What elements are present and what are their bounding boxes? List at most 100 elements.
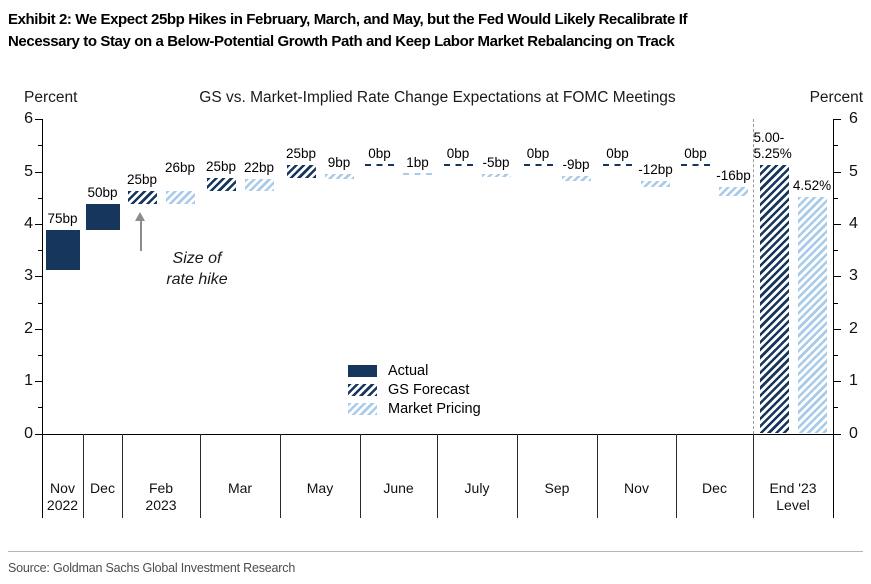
bar-value-label: -16bp bbox=[716, 168, 751, 184]
y-tick-left bbox=[38, 407, 42, 409]
y-tick-right bbox=[834, 223, 841, 225]
y-tick-left bbox=[38, 145, 42, 147]
category-separator bbox=[753, 433, 754, 518]
category-separator bbox=[676, 433, 677, 518]
bar-dash-market bbox=[403, 172, 432, 175]
y-tick-left bbox=[38, 354, 42, 356]
bar-market bbox=[719, 187, 748, 196]
x-axis-category-label: July bbox=[464, 480, 490, 496]
bar-market bbox=[797, 196, 827, 434]
bar-value-label: 9bp bbox=[327, 155, 351, 171]
annotation-arrow-line bbox=[139, 220, 142, 251]
y-axis-tick-label: 3 bbox=[24, 267, 33, 285]
legend-item-gs: GS Forecast bbox=[348, 380, 481, 399]
x-axis-category-label: Dec bbox=[702, 480, 727, 496]
y-tick-left bbox=[35, 276, 42, 278]
y-axis-left bbox=[42, 119, 43, 518]
bar-value-label: 25bp bbox=[205, 159, 237, 175]
annotation-arrow-up-icon bbox=[135, 212, 145, 221]
y-tick-right bbox=[834, 354, 838, 356]
bar-value-label: 4.52% bbox=[792, 177, 832, 193]
bar-dash-gs bbox=[443, 163, 473, 166]
y-tick-left bbox=[35, 171, 42, 173]
legend-swatch-gs bbox=[348, 383, 377, 396]
y-tick-right bbox=[834, 119, 841, 121]
y-axis-tick-label: 6 bbox=[849, 110, 858, 128]
y-tick-right bbox=[834, 302, 838, 304]
y-axis-tick-label: 4 bbox=[24, 214, 33, 232]
y-axis-tick-label: 0 bbox=[24, 424, 33, 442]
y-axis-right bbox=[833, 119, 834, 518]
bar-value-label: 25bp bbox=[126, 172, 158, 188]
x-axis-category-label: End '23 Level bbox=[769, 480, 817, 513]
bar-value-label: -12bp bbox=[638, 162, 673, 178]
y-tick-left bbox=[35, 328, 42, 330]
y-axis-tick-label: 1 bbox=[849, 372, 858, 390]
bar-market bbox=[324, 174, 354, 180]
y-tick-right bbox=[834, 145, 838, 147]
category-separator bbox=[200, 433, 201, 518]
bar-gs bbox=[286, 164, 316, 179]
y-tick-right bbox=[834, 171, 841, 173]
y-axis-title-left: Percent bbox=[24, 89, 78, 106]
y-axis-tick-label: 1 bbox=[24, 372, 33, 390]
x-axis-category-label: Feb 2023 bbox=[145, 480, 177, 513]
y-axis-tick-label: 3 bbox=[849, 267, 858, 285]
legend: Actual GS Forecast Market Pricing bbox=[348, 361, 481, 418]
bar-value-label: 26bp bbox=[164, 159, 196, 175]
exhibit-title: Exhibit 2: We Expect 25bp Hikes in Febru… bbox=[8, 11, 688, 50]
bar-value-label: 75bp bbox=[47, 211, 78, 227]
bar-value-label: 0bp bbox=[526, 145, 550, 161]
bar-value-label: -5bp bbox=[482, 154, 510, 170]
bar-value-label: 0bp bbox=[684, 145, 707, 161]
x-axis-category-label: Nov bbox=[624, 480, 649, 496]
category-separator bbox=[122, 433, 123, 518]
bar-gs bbox=[759, 164, 789, 434]
chart-title: GS vs. Market-Implied Rate Change Expect… bbox=[199, 89, 676, 106]
y-tick-left bbox=[35, 119, 42, 121]
bar-market bbox=[561, 176, 591, 182]
y-tick-right bbox=[834, 250, 838, 252]
bar-value-label: 0bp bbox=[606, 145, 629, 161]
category-separator bbox=[280, 433, 281, 518]
bar-value-label: 1bp bbox=[406, 154, 429, 170]
legend-swatch-market bbox=[348, 402, 377, 415]
category-separator bbox=[83, 433, 84, 518]
bar-gs bbox=[206, 178, 236, 192]
x-axis-baseline bbox=[42, 433, 834, 435]
x-axis-category-label: May bbox=[306, 480, 334, 496]
bar-market bbox=[165, 190, 195, 205]
legend-label: Market Pricing bbox=[388, 400, 481, 417]
y-tick-right bbox=[834, 433, 841, 435]
legend-label: Actual bbox=[388, 362, 429, 379]
y-tick-right bbox=[834, 407, 838, 409]
bar-dash-gs bbox=[681, 163, 710, 166]
bar-value-label: 0bp bbox=[446, 145, 470, 161]
y-axis-tick-label: 6 bbox=[24, 110, 33, 128]
legend-swatch-actual bbox=[348, 364, 377, 377]
y-axis-title-right: Percent bbox=[809, 89, 863, 106]
bar-value-label: 22bp bbox=[243, 160, 275, 176]
x-axis-category-label: June bbox=[383, 480, 414, 496]
legend-item-actual: Actual bbox=[348, 361, 481, 380]
bar-value-label: 25bp bbox=[285, 145, 317, 161]
bar-value-label: 0bp bbox=[368, 145, 391, 161]
y-tick-left bbox=[35, 381, 42, 383]
bar-gs bbox=[127, 191, 157, 205]
bar-actual bbox=[45, 230, 80, 270]
x-axis-category-label: Dec bbox=[90, 480, 115, 496]
y-axis-tick-label: 0 bbox=[849, 424, 858, 442]
source-line: Source: Goldman Sachs Global Investment … bbox=[8, 561, 296, 575]
bar-dash-gs bbox=[365, 163, 394, 166]
annotation-size-of-rate-hike: Size of rate hike bbox=[166, 250, 228, 288]
bar-market bbox=[481, 173, 511, 178]
end-level-separator bbox=[753, 119, 754, 434]
y-axis-tick-label: 5 bbox=[849, 162, 858, 180]
y-tick-left bbox=[38, 250, 42, 252]
y-axis-tick-label: 5 bbox=[24, 162, 33, 180]
bar-value-label: 50bp bbox=[87, 185, 118, 201]
category-separator bbox=[597, 433, 598, 518]
category-separator bbox=[437, 433, 438, 518]
